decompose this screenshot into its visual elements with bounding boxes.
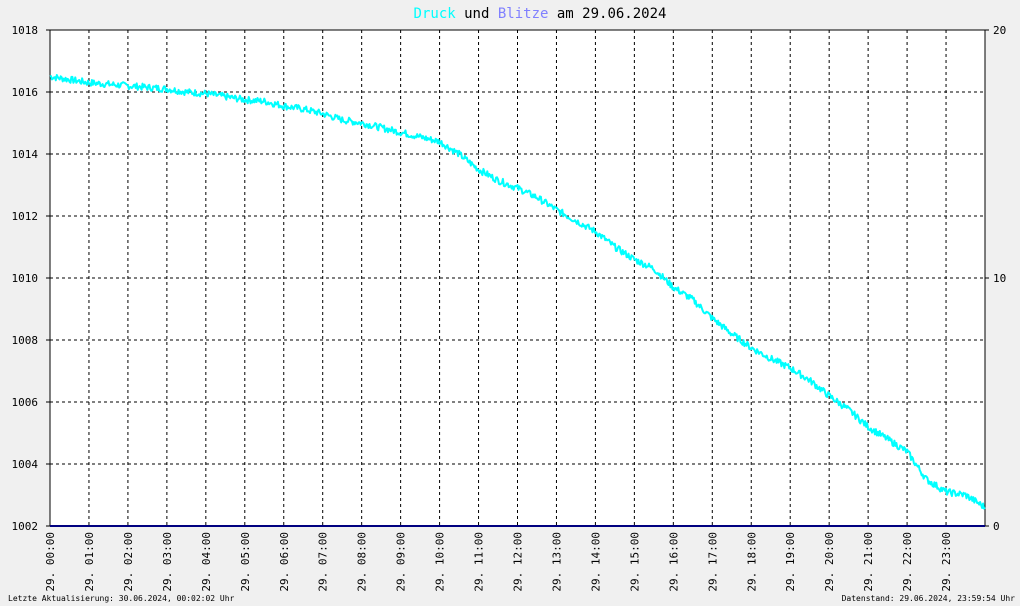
title-space-3 [548,6,556,22]
x-tick-label: 29. 15:00 [628,532,641,592]
x-tick-label: 29. 00:00 [44,532,57,592]
x-tick-label: 29. 02:00 [122,532,135,592]
y-left-tick-label: 1008 [12,334,39,347]
x-tick-label: 29. 17:00 [706,532,719,592]
x-tick-label: 29. 20:00 [823,532,836,592]
x-tick-label: 29. 22:00 [901,532,914,592]
title-date: am 29.06.2024 [557,6,667,22]
x-tick-label: 29. 13:00 [550,532,563,592]
y-right-tick-label: 0 [993,520,1000,533]
y-left-tick-label: 1010 [12,272,39,285]
x-tick-label: 29. 19:00 [784,532,797,592]
y-left-tick-label: 1006 [12,396,39,409]
chart-title: Druck und Blitze am 29.06.2024 [414,6,667,22]
y-right-tick-label: 10 [993,272,1006,285]
y-axis-right: 0 10 20 [985,24,1006,533]
y-left-tick-label: 1002 [12,520,39,533]
x-tick-label: 29. 18:00 [745,532,758,592]
y-axis-left: 1002 1004 1006 1008 1010 1012 1014 1016 1018 [12,24,50,533]
y-left-tick-label: 1004 [12,458,39,471]
x-tick-label: 29. 11:00 [473,532,486,592]
x-tick-label: 29. 21:00 [862,532,875,592]
grid [50,30,985,526]
x-tick-label: 29. 07:00 [317,532,330,592]
series [49,74,986,527]
x-axis: 29. 00:00 29. 01:00 29. 02:00 29. 03:00 29. … [44,532,953,592]
x-tick-label: 29. 04:00 [200,532,213,592]
y-left-tick-label: 1016 [12,86,39,99]
x-tick-label: 29. 05:00 [239,532,252,592]
title-series-lightning: Blitze [498,6,549,22]
x-tick-label: 29. 23:00 [940,532,953,592]
x-tick-label: 29. 03:00 [161,532,174,592]
x-tick-label: 29. 06:00 [278,532,291,592]
title-series-pressure: Druck [414,6,457,22]
x-tick-label: 29. 12:00 [512,532,525,592]
title-joiner: und [464,6,489,22]
last-update-text: Letzte Aktualisierung: 30.06.2024, 00:02… [8,594,235,603]
y-left-tick-label: 1018 [12,24,39,37]
y-left-tick-label: 1014 [12,148,39,161]
x-tick-label: 29. 16:00 [667,532,680,592]
x-tick-label: 29. 10:00 [434,532,447,592]
y-left-tick-label: 1012 [12,210,39,223]
y-right-tick-label: 20 [993,24,1006,37]
data-status-text: Datenstand: 29.06.2024, 23:59:54 Uhr [842,594,1016,603]
x-tick-label: 29. 09:00 [395,532,408,592]
title-space-2 [489,6,497,22]
x-tick-label: 29. 14:00 [589,532,602,592]
pressure-line [49,74,986,510]
x-tick-label: 29. 08:00 [356,532,369,592]
title-space-1 [456,6,464,22]
x-tick-label: 29. 01:00 [83,532,96,592]
